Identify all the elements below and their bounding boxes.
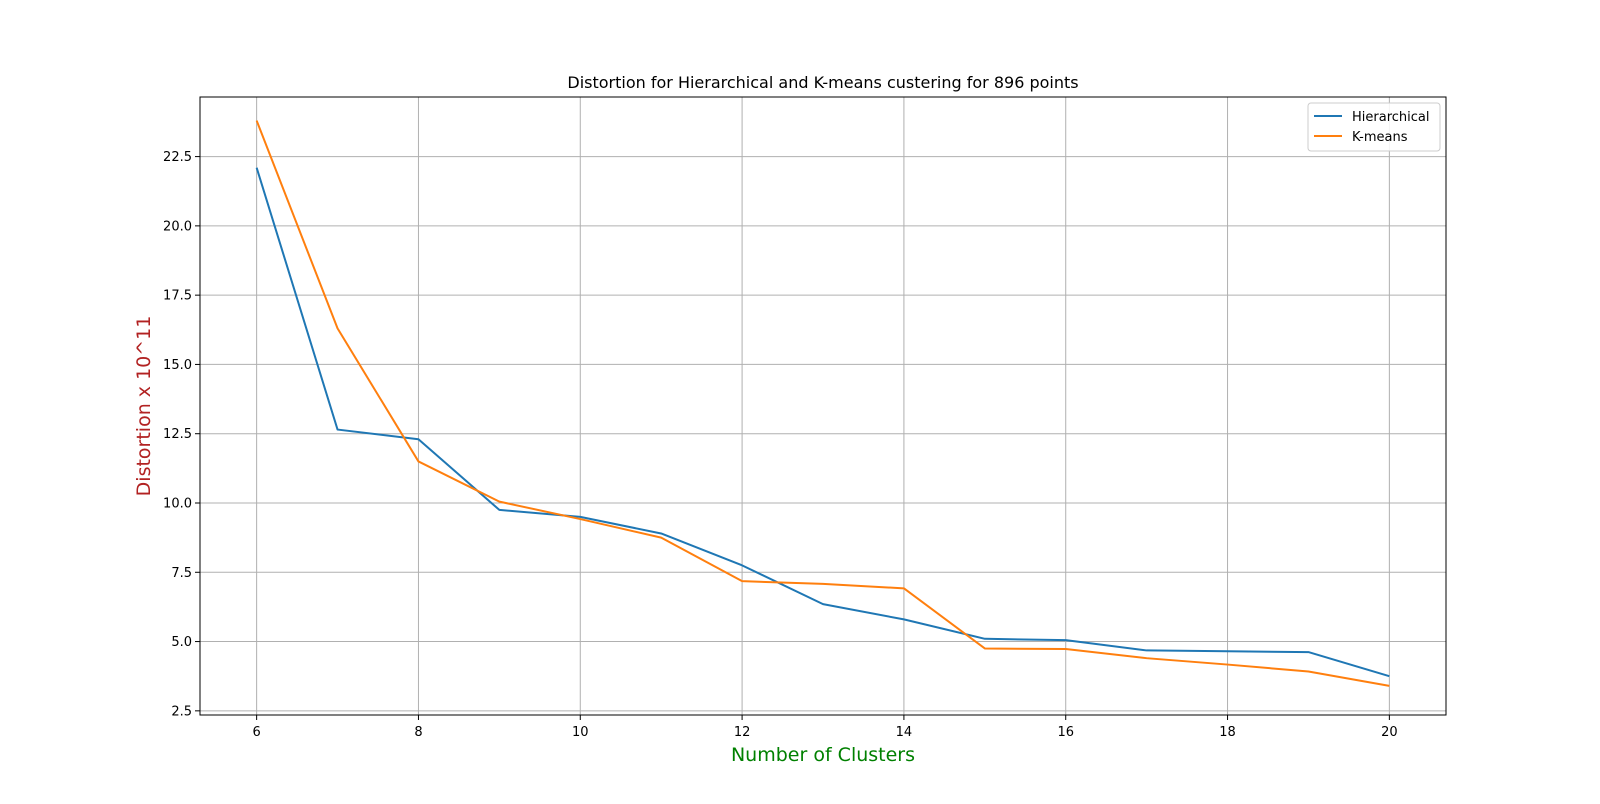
y-tick-label: 7.5: [171, 566, 192, 581]
y-tick-label: 12.5: [163, 427, 192, 442]
y-tick-label: 5.0: [171, 635, 192, 650]
x-tick-label: 20: [1381, 725, 1398, 740]
x-tick-label: 6: [252, 725, 260, 740]
x-axis-label: Number of Clusters: [731, 744, 915, 766]
chart-title: Distortion for Hierarchical and K-means …: [567, 73, 1078, 92]
y-tick-label: 2.5: [171, 704, 192, 719]
axis-ticks: 6 8 10 12 14 16 18 20 2.5 5.0 7.5 10.0 12.5 15.0 17.5 2…: [163, 150, 1398, 740]
series-line-hierarchical: [255, 167, 1390, 678]
x-tick-label: 8: [414, 725, 422, 740]
legend: Hierarchical K-means: [1307, 102, 1441, 152]
x-tick-label: 12: [734, 725, 751, 740]
legend-label: K-means: [1352, 130, 1408, 145]
legend-label: Hierarchical: [1352, 110, 1429, 125]
y-tick-label: 15.0: [163, 358, 192, 373]
x-tick-label: 18: [1219, 725, 1236, 740]
y-tick-label: 17.5: [163, 289, 192, 304]
series-line-k-means: [255, 120, 1390, 687]
y-tick-label: 22.5: [163, 150, 192, 165]
y-tick-label: 10.0: [163, 496, 192, 511]
series-lines: [255, 120, 1390, 687]
x-tick-label: 10: [572, 725, 589, 740]
y-tick-label: 20.0: [163, 219, 192, 234]
x-tick-label: 14: [896, 725, 913, 740]
plot-area-frame: [199, 96, 1447, 716]
y-axis-label: Distortion x 10^11: [133, 316, 155, 497]
x-tick-label: 16: [1057, 725, 1074, 740]
grid-lines: [200, 97, 1446, 715]
